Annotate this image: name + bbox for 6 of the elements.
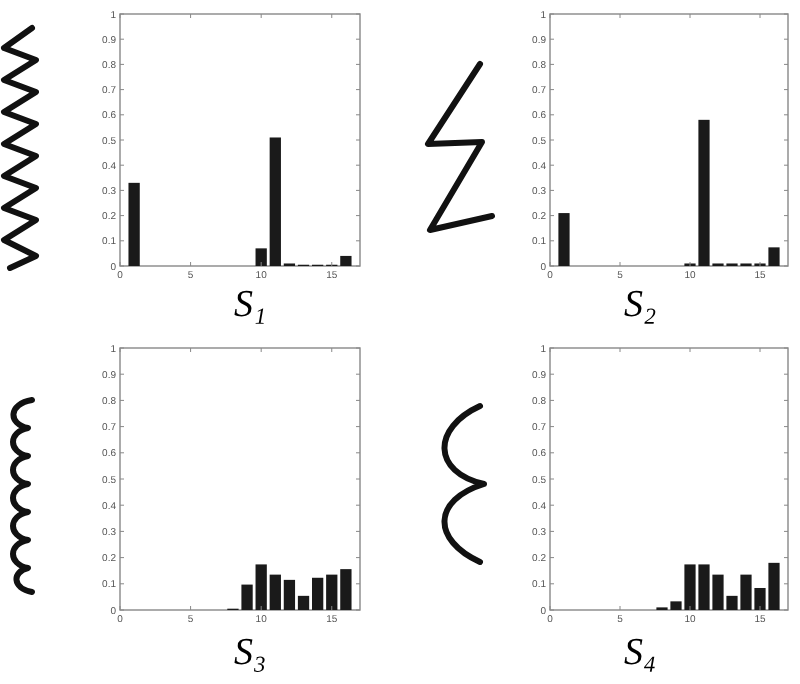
bar xyxy=(128,182,140,266)
bar xyxy=(558,213,570,266)
text: S₄ xyxy=(623,632,657,674)
text: S₂ xyxy=(623,284,657,326)
text: S₃ xyxy=(233,632,267,674)
text: S₁ xyxy=(233,284,267,326)
